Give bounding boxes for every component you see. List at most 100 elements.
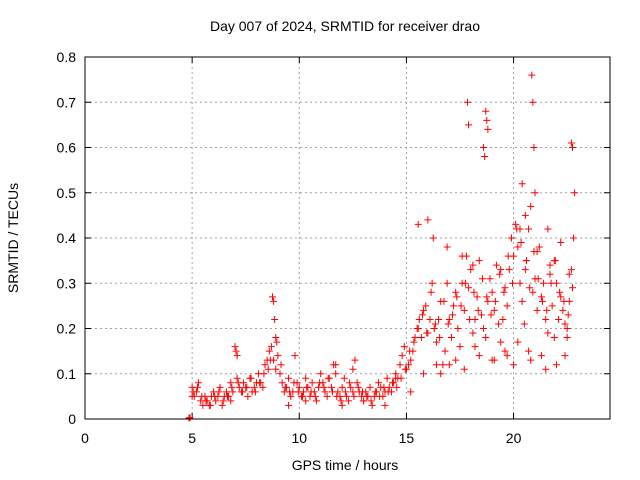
data-point bbox=[308, 379, 316, 387]
data-point bbox=[544, 329, 552, 337]
data-point bbox=[346, 379, 354, 387]
data-point bbox=[211, 392, 219, 400]
data-point bbox=[392, 374, 400, 382]
data-point bbox=[384, 388, 392, 396]
data-point bbox=[499, 315, 507, 323]
data-point bbox=[381, 401, 389, 409]
data-point bbox=[311, 392, 319, 400]
data-point bbox=[571, 189, 579, 197]
data-point bbox=[469, 261, 477, 269]
data-point bbox=[389, 379, 396, 387]
data-point bbox=[542, 365, 550, 373]
data-point bbox=[449, 311, 456, 319]
y-tick-label: 0.4 bbox=[57, 230, 77, 246]
data-point bbox=[285, 374, 293, 382]
data-point bbox=[445, 315, 453, 323]
x-tick-label: 10 bbox=[291, 430, 307, 446]
data-point bbox=[533, 248, 541, 256]
data-point bbox=[456, 343, 464, 351]
data-point bbox=[398, 352, 406, 360]
data-point bbox=[510, 361, 518, 369]
data-point bbox=[527, 356, 535, 364]
data-point bbox=[218, 401, 226, 409]
data-point bbox=[534, 275, 542, 283]
data-point bbox=[547, 279, 555, 287]
data-point bbox=[437, 370, 445, 378]
data-point bbox=[525, 225, 533, 233]
data-point bbox=[302, 374, 310, 382]
data-point bbox=[295, 383, 303, 391]
data-point bbox=[367, 397, 375, 405]
data-point bbox=[557, 293, 565, 301]
data-point bbox=[479, 275, 486, 283]
data-point bbox=[247, 374, 255, 382]
data-point bbox=[458, 252, 466, 260]
data-point bbox=[537, 293, 545, 301]
x-tick-label: 0 bbox=[81, 430, 89, 446]
data-point bbox=[567, 266, 575, 274]
data-point bbox=[500, 288, 508, 296]
data-point bbox=[444, 320, 452, 328]
data-point bbox=[557, 239, 565, 247]
y-axis-label: SRMTID / TECUs bbox=[5, 183, 21, 293]
data-point bbox=[480, 325, 488, 332]
data-point bbox=[194, 383, 201, 391]
data-point bbox=[467, 266, 475, 274]
data-point bbox=[233, 352, 241, 360]
data-point bbox=[542, 315, 550, 323]
data-point bbox=[420, 370, 428, 378]
data-point bbox=[483, 293, 491, 301]
data-point bbox=[224, 392, 231, 400]
data-point bbox=[269, 293, 276, 301]
data-point bbox=[555, 315, 563, 323]
data-point bbox=[287, 392, 295, 400]
data-point bbox=[550, 334, 558, 342]
data-point bbox=[501, 284, 509, 292]
data-point bbox=[341, 388, 349, 396]
data-point bbox=[440, 297, 448, 305]
data-point bbox=[276, 370, 284, 378]
data-point bbox=[405, 361, 413, 369]
data-point bbox=[452, 356, 460, 364]
data-point bbox=[464, 98, 471, 106]
data-point bbox=[483, 116, 491, 124]
data-point bbox=[452, 288, 460, 296]
data-point bbox=[460, 365, 468, 373]
data-point bbox=[465, 121, 473, 129]
data-point bbox=[366, 383, 374, 391]
data-point bbox=[492, 261, 500, 269]
data-point bbox=[359, 388, 366, 396]
data-point bbox=[567, 139, 575, 147]
data-point bbox=[447, 334, 455, 342]
data-point bbox=[460, 306, 468, 314]
data-point bbox=[457, 302, 465, 310]
data-point bbox=[285, 401, 293, 409]
y-tick-label: 0.6 bbox=[57, 140, 77, 156]
data-point bbox=[560, 297, 568, 305]
data-point bbox=[290, 379, 298, 387]
data-point bbox=[537, 352, 545, 360]
data-point bbox=[514, 243, 522, 251]
data-point bbox=[353, 379, 361, 387]
data-point bbox=[281, 383, 289, 391]
y-tick-label: 0.8 bbox=[57, 49, 77, 65]
data-point bbox=[443, 279, 451, 287]
data-point bbox=[350, 392, 358, 400]
data-point bbox=[375, 379, 383, 387]
data-point bbox=[265, 347, 273, 355]
data-point bbox=[546, 261, 554, 269]
data-point bbox=[272, 334, 280, 342]
data-point bbox=[427, 288, 435, 296]
data-point bbox=[406, 347, 414, 355]
data-point bbox=[349, 388, 357, 396]
data-point bbox=[340, 374, 348, 382]
data-point bbox=[477, 311, 485, 319]
data-point bbox=[544, 225, 552, 233]
data-point bbox=[401, 365, 409, 373]
data-point bbox=[563, 334, 571, 342]
data-point bbox=[363, 392, 371, 400]
data-points bbox=[185, 71, 579, 422]
data-point bbox=[569, 144, 576, 151]
data-point bbox=[219, 397, 227, 405]
data-point bbox=[261, 361, 269, 369]
